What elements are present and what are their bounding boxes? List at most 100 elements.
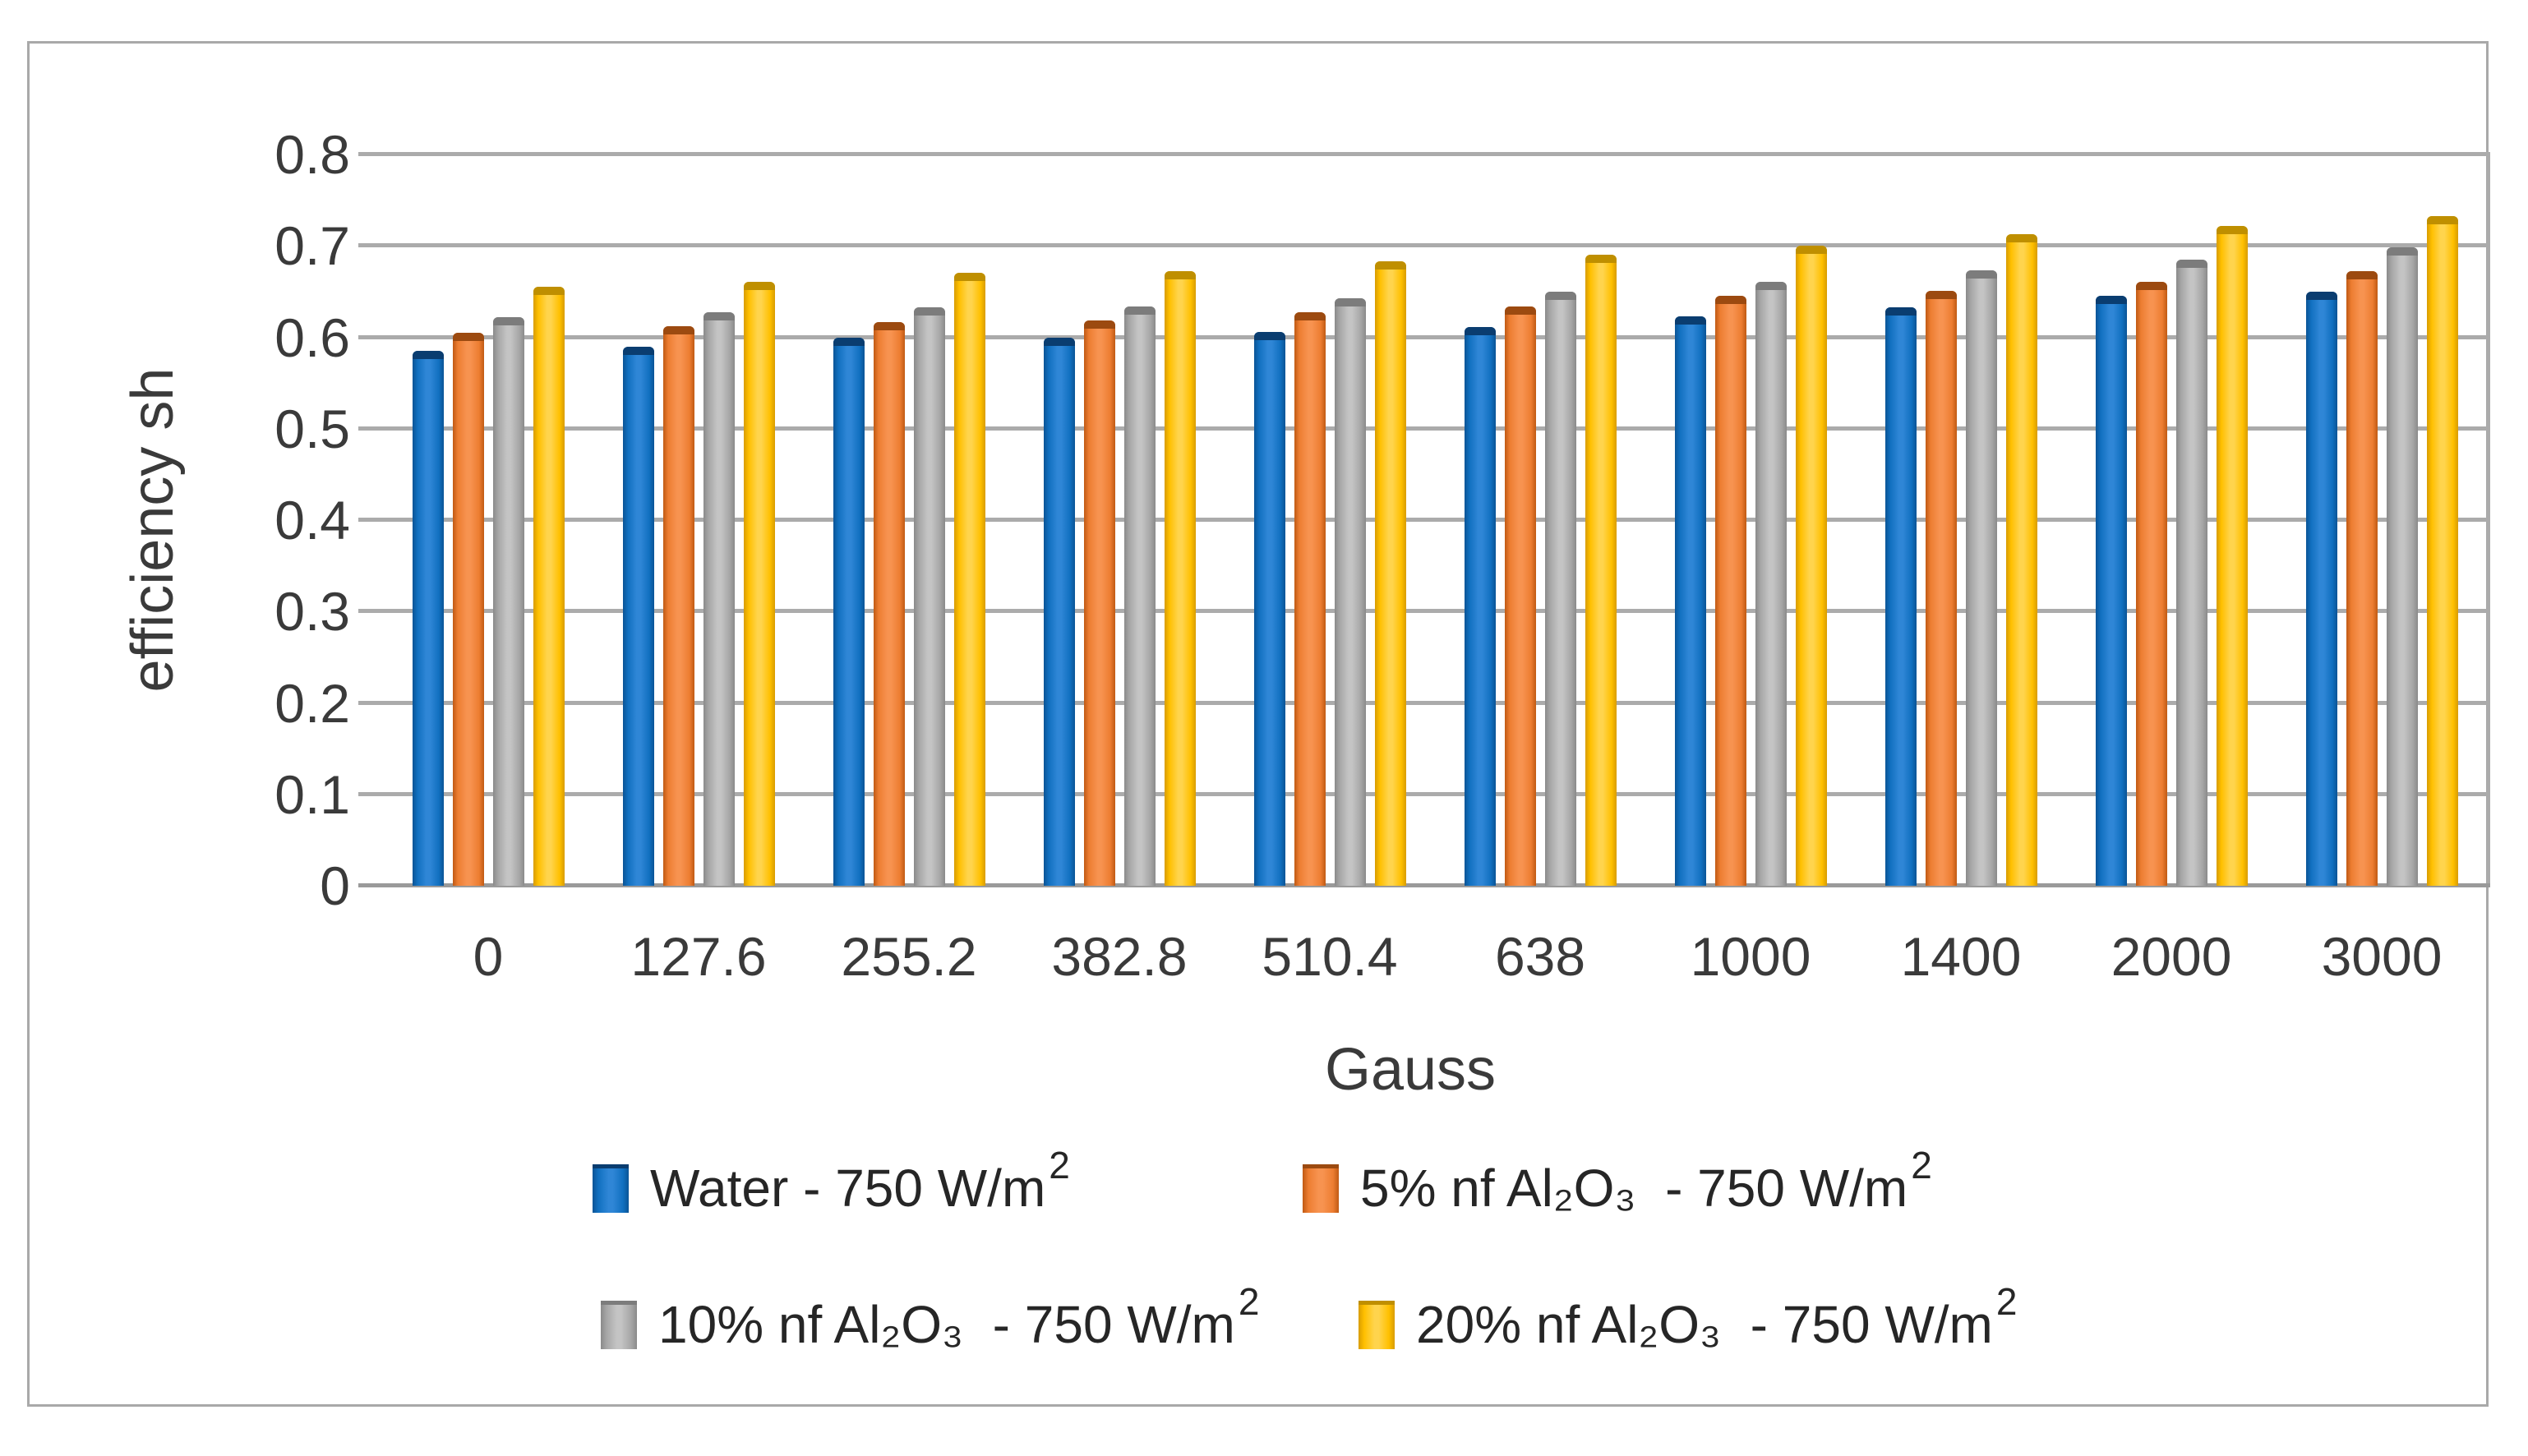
bar-cap bbox=[1755, 281, 1787, 290]
legend-superscript: 2 bbox=[1995, 1280, 2018, 1323]
bar bbox=[1083, 320, 1115, 886]
x-tick-label: 127.6 bbox=[630, 926, 767, 987]
legend-superscript: 2 bbox=[1238, 1280, 1260, 1323]
bar bbox=[873, 321, 905, 886]
gridline bbox=[358, 791, 2490, 796]
bar-cap bbox=[1164, 271, 1196, 280]
bar-cap bbox=[452, 332, 484, 341]
y-tick-label: 0.6 bbox=[274, 306, 350, 368]
y-tick-label: 0.8 bbox=[274, 124, 350, 185]
bar-cap bbox=[1123, 306, 1156, 315]
bar bbox=[953, 272, 985, 886]
bar-group bbox=[2066, 154, 2277, 886]
bar bbox=[2005, 233, 2037, 886]
bar bbox=[1334, 297, 1366, 886]
x-tick-label: 510.4 bbox=[1262, 926, 1398, 987]
x-axis-tick-labels: 0 127.6 255.2 382.8 510.4 638 1000 1400 2000 3000 bbox=[383, 927, 2487, 987]
legend-superscript: 2 bbox=[1911, 1144, 1932, 1186]
gridline bbox=[358, 334, 2490, 339]
bar bbox=[1714, 296, 1746, 886]
bar-cap bbox=[2346, 271, 2378, 280]
y-tick-label: 0.3 bbox=[274, 581, 350, 643]
bar-cap bbox=[1674, 316, 1706, 325]
gridline bbox=[358, 426, 2490, 431]
bar-cap bbox=[1585, 255, 1617, 264]
legend-superscript: 2 bbox=[1049, 1144, 1070, 1186]
x-axis-title: Gauss bbox=[1324, 1037, 1497, 1103]
bar bbox=[1164, 271, 1196, 886]
bar-group bbox=[1435, 154, 1645, 886]
legend-label: 5% nf Al₂O₃ - 750 W/m bbox=[1360, 1159, 1908, 1218]
bar bbox=[1504, 306, 1536, 886]
legend-item: 10% nf Al₂O₃ - 750 W/m 2 bbox=[601, 1283, 1259, 1358]
bar-cap bbox=[703, 312, 735, 321]
y-tick-label: 0.4 bbox=[274, 490, 350, 551]
bar-cap bbox=[1925, 290, 1957, 299]
bar bbox=[1464, 327, 1496, 886]
bar bbox=[533, 287, 565, 886]
x-tick-label: 1400 bbox=[1900, 926, 2022, 987]
bar-cap bbox=[1253, 331, 1285, 340]
x-tick-label: 382.8 bbox=[1051, 926, 1188, 987]
bar-group bbox=[1645, 154, 1856, 886]
bar-cap bbox=[1504, 306, 1536, 315]
bar-cap bbox=[1795, 246, 1827, 255]
bar-cap bbox=[1043, 337, 1075, 346]
bar-cap bbox=[1464, 327, 1496, 336]
legend-label: 10% nf Al₂O₃ - 750 W/m bbox=[658, 1295, 1235, 1354]
gridline bbox=[358, 518, 2490, 522]
y-tick-label: 0.2 bbox=[274, 672, 350, 734]
legend-swatch-1 bbox=[593, 1163, 629, 1213]
gridline bbox=[358, 700, 2490, 705]
legend-item: Water - 750 W/m 2 bbox=[593, 1146, 1070, 1222]
bar bbox=[2135, 281, 2167, 886]
bar bbox=[2095, 296, 2127, 886]
y-tick-label: 0.5 bbox=[274, 398, 350, 459]
y-tick-label: 0.1 bbox=[274, 763, 350, 825]
bar bbox=[2346, 271, 2378, 886]
bar bbox=[913, 306, 945, 886]
bar-cap bbox=[1083, 320, 1115, 329]
bar-cap bbox=[1884, 306, 1917, 316]
bar-cap bbox=[833, 337, 865, 346]
bar bbox=[622, 346, 654, 886]
bar-cap bbox=[2216, 225, 2248, 234]
gridline bbox=[358, 243, 2490, 248]
plot-area bbox=[358, 152, 2490, 887]
bar-group bbox=[1225, 154, 1435, 886]
bar-group bbox=[2277, 154, 2487, 886]
bar bbox=[452, 332, 484, 886]
legend-item: 20% nf Al₂O₃ - 750 W/m 2 bbox=[1359, 1283, 2017, 1358]
x-tick-label: 0 bbox=[473, 926, 504, 987]
gridline bbox=[358, 152, 2490, 156]
legend-label: Water - 750 W/m bbox=[650, 1159, 1046, 1218]
bar-cap bbox=[1714, 296, 1746, 305]
bar bbox=[492, 317, 524, 886]
gridline bbox=[358, 883, 2490, 887]
bar bbox=[2386, 247, 2418, 886]
bar bbox=[662, 326, 694, 886]
x-tick-label: 638 bbox=[1494, 926, 1586, 987]
bar bbox=[2305, 291, 2337, 886]
bar bbox=[1755, 281, 1787, 886]
bar-cap bbox=[1294, 312, 1326, 321]
bar bbox=[833, 337, 865, 886]
x-tick-label: 2000 bbox=[2111, 926, 2232, 987]
bar bbox=[1925, 290, 1957, 886]
bar bbox=[1884, 306, 1917, 886]
bar-cap bbox=[2135, 281, 2167, 290]
bar bbox=[743, 281, 775, 886]
bar bbox=[1123, 306, 1156, 886]
bar-cap bbox=[2305, 291, 2337, 300]
bar bbox=[1965, 270, 1997, 886]
bar-cap bbox=[2175, 259, 2207, 268]
bar bbox=[703, 312, 735, 886]
x-tick-label: 1000 bbox=[1690, 926, 1811, 987]
bar bbox=[1294, 312, 1326, 886]
bar-group bbox=[593, 154, 804, 886]
bar bbox=[1043, 337, 1075, 886]
bar bbox=[2426, 215, 2458, 886]
bar bbox=[1544, 291, 1576, 886]
bar-cap bbox=[953, 272, 985, 281]
